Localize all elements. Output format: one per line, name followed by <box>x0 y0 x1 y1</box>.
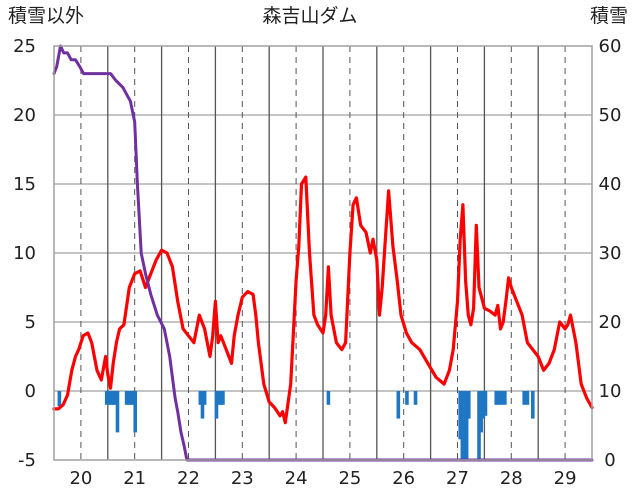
left-tick-labels: 25 20 15 10 5 0 -5 <box>13 36 36 471</box>
precip-bar-37 <box>525 391 530 405</box>
x-tick-label-7: 27 <box>446 468 469 489</box>
precip-bar-18 <box>221 391 225 405</box>
precip-bar-15 <box>214 391 219 419</box>
x-tick-label-3: 23 <box>231 468 254 489</box>
precip-bar-11 <box>133 391 138 433</box>
precip-bar-6 <box>115 391 120 433</box>
precip-bar-20 <box>396 391 401 419</box>
precip-bar-38 <box>531 391 535 419</box>
x-tick-label-8: 28 <box>500 468 523 489</box>
precip-bar-32 <box>494 391 499 405</box>
precip-bar-2 <box>107 391 111 405</box>
precip-bar-0 <box>57 391 62 407</box>
temperature-line <box>52 175 594 425</box>
plot-frame <box>53 45 593 461</box>
precip-bar-25 <box>462 391 467 460</box>
left-tick-label-1: 20 <box>13 105 36 126</box>
precip-bar-7 <box>124 391 129 405</box>
precip-bar-8 <box>126 391 131 405</box>
precip-bar-9 <box>129 391 133 405</box>
left-axis-label: 積雪以外 <box>8 5 84 27</box>
precip-bar-19 <box>326 391 331 405</box>
right-tick-label-6: 0 <box>604 450 615 471</box>
precip-bar-33 <box>496 391 501 405</box>
x-tick-label-2: 22 <box>177 468 200 489</box>
right-tick-label-2: 40 <box>599 174 622 195</box>
left-tick-label-0: 25 <box>13 36 36 57</box>
precip-bar-3 <box>109 391 113 405</box>
precip-bar-4 <box>111 391 115 405</box>
precipitation-bars <box>57 391 535 460</box>
precip-bar-16 <box>216 391 221 405</box>
precip-bar-17 <box>218 391 223 405</box>
precip-bar-36 <box>522 391 527 405</box>
precip-bar-10 <box>131 391 135 405</box>
precip-bar-5 <box>113 391 118 405</box>
precip-bar-30 <box>481 391 486 419</box>
x-tick-label-4: 24 <box>285 468 308 489</box>
x-tick-label-9: 29 <box>554 468 577 489</box>
right-tick-label-4: 20 <box>599 312 622 333</box>
x-tick-label-6: 26 <box>392 468 415 489</box>
left-tick-label-6: -5 <box>18 450 36 471</box>
left-tick-label-2: 15 <box>13 174 36 195</box>
precip-bar-21 <box>405 391 409 405</box>
x-tick-label-1: 21 <box>123 468 146 489</box>
precip-bar-28 <box>477 391 481 460</box>
precip-bar-23 <box>458 391 462 440</box>
precip-bar-1 <box>104 391 109 405</box>
precip-bar-22 <box>413 391 418 405</box>
precip-bar-31 <box>483 391 488 416</box>
x-tick-label-5: 25 <box>338 468 361 489</box>
left-tick-label-3: 10 <box>13 243 36 264</box>
precip-bar-27 <box>466 391 471 419</box>
left-tick-label-5: 0 <box>25 381 36 402</box>
precip-bar-13 <box>200 391 205 419</box>
precip-bar-35 <box>503 391 507 405</box>
precip-bar-26 <box>464 391 469 460</box>
right-tick-labels: 60 50 40 30 20 10 0 <box>599 36 622 471</box>
right-axis-label: 積雪 <box>590 5 628 27</box>
right-tick-label-1: 50 <box>599 105 622 126</box>
precip-bar-14 <box>202 391 207 405</box>
precip-bar-29 <box>479 391 483 433</box>
right-tick-label-0: 60 <box>599 36 622 57</box>
x-tick-label-0: 20 <box>69 468 92 489</box>
chart-title: 森吉山ダム <box>262 5 357 27</box>
precip-bar-12 <box>198 391 203 405</box>
precip-bar-34 <box>499 391 504 405</box>
x-tick-labels: 20 21 22 23 24 25 26 27 28 29 <box>69 468 576 489</box>
left-tick-label-4: 5 <box>25 312 36 333</box>
precip-bar-24 <box>460 391 465 460</box>
right-tick-label-5: 10 <box>599 381 622 402</box>
right-tick-label-3: 30 <box>599 243 622 264</box>
